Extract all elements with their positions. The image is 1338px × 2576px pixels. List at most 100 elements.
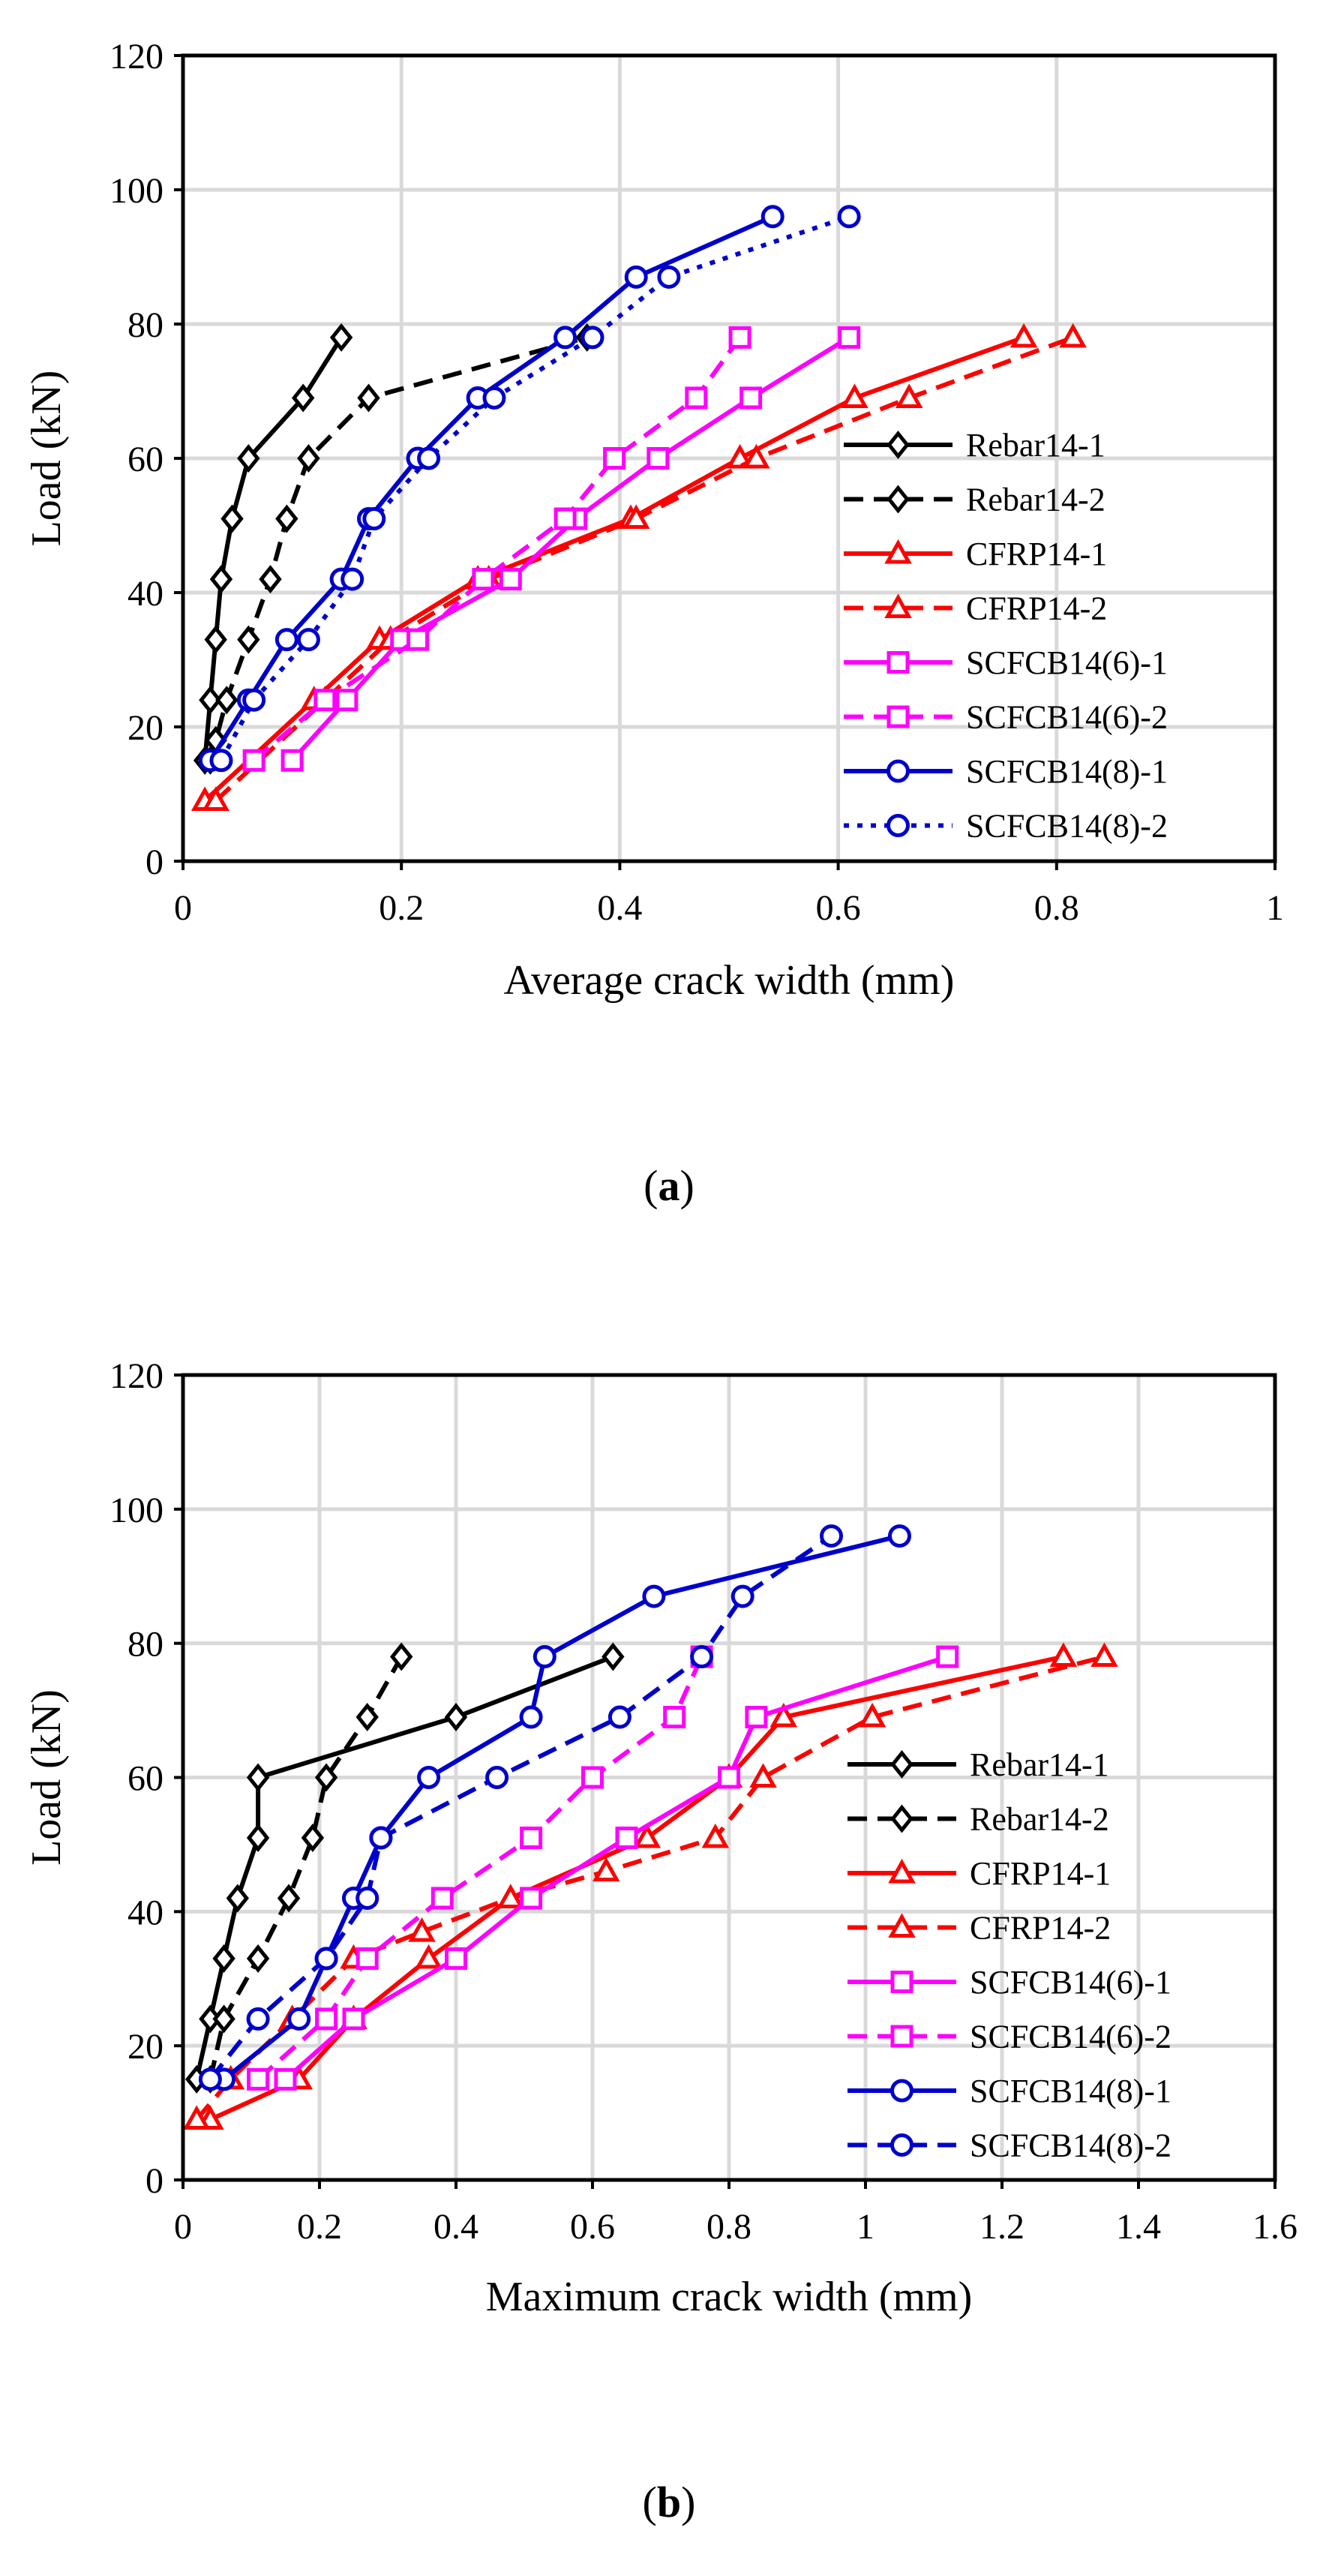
data-point [389,1642,413,1671]
data-point [408,1917,436,1942]
series-line [222,1533,901,2082]
legend-marker [886,814,910,837]
legend-marker [886,705,910,728]
legend-entry: SCFCB14(8)-1 [844,753,1168,790]
data-point [329,323,353,352]
data-point [356,1886,380,1910]
data-point [291,383,315,413]
data-point [580,326,604,350]
x-tick-label: 1 [856,2207,874,2247]
x-tick-label: 0.6 [816,888,861,928]
data-point [1049,1642,1078,1668]
legend-entry: SCFCB14(8)-2 [848,2127,1172,2164]
data-point [1059,323,1087,348]
series-SCFCB14(6)-1 [274,1645,959,2091]
data-point [274,2067,297,2091]
axis-ticks: 0 0.2 0.4 0.6 0.8 1 0 20 40 60 80 100 120 [110,37,1284,928]
data-point [406,628,430,651]
data-point [603,447,626,470]
panel-caption: (a) [644,1161,694,1210]
legend-marker [888,1913,916,1938]
y-tick-label: 40 [128,574,164,614]
series-SCFCB14(8)-2 [198,1524,843,2091]
data-point [417,1766,441,1789]
gridlines [183,56,1275,861]
legend-entry: CFRP14-2 [848,1910,1111,1947]
x-tick-label: 0.8 [1034,888,1079,928]
data-point [820,1524,843,1548]
data-point [615,1826,638,1849]
x-tick-label: 0.2 [379,888,424,928]
data-point [690,1645,714,1669]
y-tick-label: 60 [128,440,164,479]
legend-label: CFRP14-2 [966,590,1107,627]
legend-marker [890,2079,914,2103]
data-point [280,749,304,772]
series-Rebar14-1 [193,323,353,775]
legend-entry: CFRP14-1 [848,1855,1111,1892]
data-point [199,686,222,715]
legend-label: SCFCB14(8)-2 [970,2127,1172,2164]
data-point [624,265,648,289]
x-tick-label: 1.6 [1252,2207,1298,2247]
legend-entry: CFRP14-2 [844,590,1107,627]
data-point [340,567,364,591]
data-point [430,1887,454,1910]
data-point [742,443,770,469]
legend: Rebar14-1 Rebar14-2 CFRP14-1 CFRP14-2 SCFCB1… [848,1746,1172,2164]
data-point [554,507,577,530]
data-point [198,2067,222,2091]
plot-frame [181,53,1277,863]
x-tick-label: 0.8 [706,2207,752,2247]
legend-label: SCFCB14(8)-1 [966,753,1168,790]
data-point [212,1944,236,1973]
data-point [482,386,506,410]
data-point [226,1884,250,1913]
data-point [472,568,495,591]
x-tick-label: 0.2 [297,2207,342,2247]
legend-entry: SCFCB14(6)-1 [848,1964,1172,2001]
data-point [237,443,260,473]
data-point [209,565,233,594]
series-Rebar14-1 [184,1642,625,2094]
data-point [838,326,861,349]
y-tick-label: 40 [128,1893,164,1932]
legend-marker [886,485,910,514]
data-point [718,1766,740,1789]
series-SCFCB14(6)-2 [242,326,752,772]
data-point [417,446,441,470]
data-point [275,504,298,533]
data-point [444,1703,468,1732]
data-point [297,443,320,473]
data-point [936,1645,959,1668]
data-point [888,1524,911,1548]
legend-label: CFRP14-1 [970,1855,1111,1892]
data-point [356,1703,379,1732]
data-point [701,1823,730,1848]
data-point [728,326,752,349]
data-point [362,507,386,531]
legend-marker [888,1858,916,1884]
x-axis-title: Average crack width (mm) [504,957,955,1004]
data-series [182,1524,1118,2130]
data-point [259,565,282,594]
data-point [246,2007,270,2031]
data-point [246,1763,270,1792]
data-point [209,749,233,773]
data-point [220,504,244,533]
data-point [496,1884,525,1908]
data-point [342,2007,365,2031]
data-point [301,1823,325,1852]
series-line [219,214,850,762]
legend-entry: SCFCB14(6)-2 [844,699,1168,736]
legend-entry: SCFCB14(6)-2 [848,2019,1172,2055]
legend-marker [886,430,910,460]
x-tick-label: 0.6 [570,2207,615,2247]
data-point [315,2007,338,2031]
legend-label: CFRP14-2 [970,1910,1111,1947]
data-point [202,786,230,811]
x-tick-label: 0 [174,2207,192,2247]
series-Rebar14-2 [199,323,598,775]
data-point [242,749,266,772]
legend: Rebar14-1 Rebar14-2 CFRP14-1 CFRP14-2 SCFCB1… [844,427,1168,845]
